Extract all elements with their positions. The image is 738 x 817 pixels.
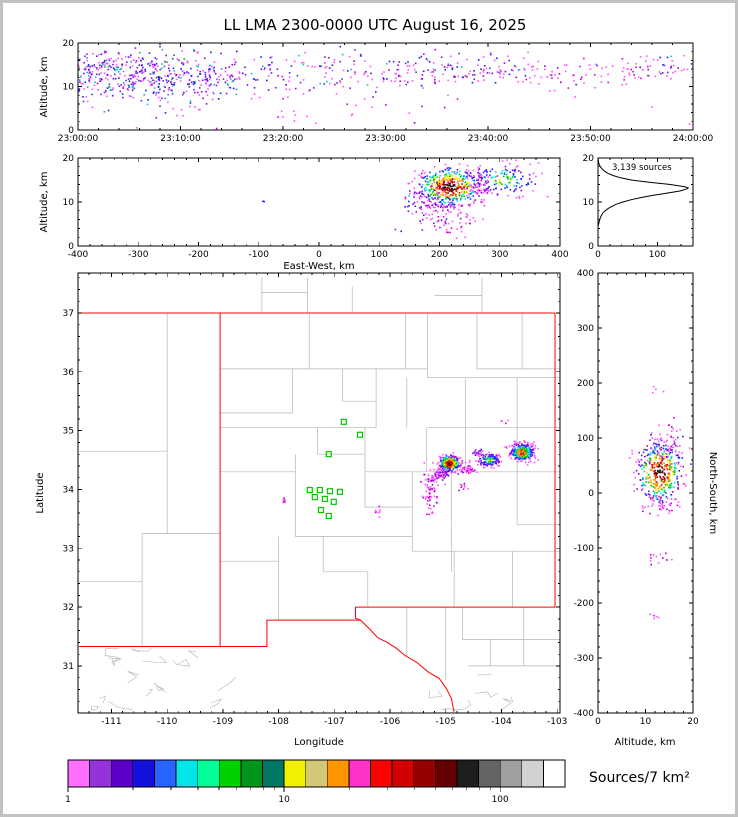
svg-text:33: 33 bbox=[63, 544, 74, 554]
svg-text:-300: -300 bbox=[128, 250, 149, 260]
svg-text:200: 200 bbox=[577, 379, 594, 389]
svg-text:400: 400 bbox=[551, 250, 568, 260]
plan-view-map-panel: -111 -110 -109 -108 -107 -106 -105 -104 -103 31 32… bbox=[63, 272, 567, 727]
svg-text:10: 10 bbox=[583, 198, 595, 208]
svg-text:0: 0 bbox=[316, 250, 322, 260]
svg-text:100: 100 bbox=[371, 250, 388, 260]
svg-text:37: 37 bbox=[63, 309, 74, 319]
svg-text:23:50:00: 23:50:00 bbox=[570, 134, 611, 144]
svg-text:20: 20 bbox=[687, 717, 699, 727]
svg-text:-103: -103 bbox=[547, 717, 567, 727]
time-altitude-panel: 23:00:00 23:10:00 23:20:00 23:30:00 23:40:00… bbox=[58, 39, 714, 144]
altitude-histogram-panel: 0 100 0 10 20 bbox=[583, 154, 694, 260]
svg-text:10: 10 bbox=[278, 795, 290, 805]
svg-text:-110: -110 bbox=[157, 717, 178, 727]
eastwest-altitude-panel: -400 -300 -200 -100 0 100 200 300 400 0 10 20 bbox=[63, 154, 569, 260]
svg-text:23:30:00: 23:30:00 bbox=[365, 134, 406, 144]
svg-text:0: 0 bbox=[68, 242, 74, 252]
svg-text:-105: -105 bbox=[436, 717, 456, 727]
svg-text:-100: -100 bbox=[249, 250, 270, 260]
svg-text:0: 0 bbox=[588, 242, 594, 252]
svg-text:23:10:00: 23:10:00 bbox=[160, 134, 201, 144]
svg-text:-109: -109 bbox=[213, 717, 234, 727]
ns-panel-ylabel-right: North-South, km bbox=[707, 452, 718, 535]
svg-text:-200: -200 bbox=[574, 599, 595, 609]
ns-panel-xlabel: Altitude, km bbox=[615, 737, 676, 748]
svg-text:-108: -108 bbox=[268, 717, 289, 727]
svg-text:100: 100 bbox=[492, 795, 509, 805]
svg-text:31: 31 bbox=[63, 662, 74, 672]
svg-text:300: 300 bbox=[491, 250, 508, 260]
svg-text:-107: -107 bbox=[324, 717, 344, 727]
svg-text:-200: -200 bbox=[188, 250, 209, 260]
map-ylabel: Latitude bbox=[35, 472, 46, 513]
svg-text:23:40:00: 23:40:00 bbox=[468, 134, 509, 144]
svg-text:0: 0 bbox=[595, 250, 601, 260]
colorbar: 1 10 100 bbox=[65, 759, 566, 805]
ew-panel-xlabel: East-West, km bbox=[283, 261, 354, 272]
svg-text:-104: -104 bbox=[491, 717, 512, 727]
svg-text:23:00:00: 23:00:00 bbox=[58, 134, 99, 144]
svg-text:32: 32 bbox=[63, 603, 74, 613]
figure-title: LL LMA 2300-0000 UTC August 16, 2025 bbox=[224, 16, 527, 34]
svg-text:-400: -400 bbox=[574, 709, 595, 719]
lma-figure: LL LMA 2300-0000 UTC August 16, 2025 Alt… bbox=[35, 16, 718, 805]
svg-text:0: 0 bbox=[588, 489, 594, 499]
northsouth-altitude-panel: 0 10 20 400 300 200 100 0 -100 -200 -300 -400 bbox=[574, 269, 699, 727]
svg-text:0: 0 bbox=[68, 126, 74, 136]
map-xlabel: Longitude bbox=[294, 737, 344, 748]
svg-text:10: 10 bbox=[63, 83, 75, 93]
source-count-annotation: 3,139 sources bbox=[612, 163, 672, 173]
svg-text:-100: -100 bbox=[574, 544, 595, 554]
svg-text:23:20:00: 23:20:00 bbox=[263, 134, 304, 144]
ew-panel-ylabel: Altitude, km bbox=[39, 172, 50, 233]
svg-text:10: 10 bbox=[63, 198, 75, 208]
time-panel-ylabel: Altitude, km bbox=[39, 57, 50, 118]
svg-text:300: 300 bbox=[577, 324, 594, 334]
svg-text:-400: -400 bbox=[68, 250, 89, 260]
svg-text:100: 100 bbox=[649, 250, 666, 260]
svg-text:24:00:00: 24:00:00 bbox=[673, 134, 714, 144]
svg-text:20: 20 bbox=[583, 154, 595, 164]
svg-text:10: 10 bbox=[640, 717, 652, 727]
svg-text:20: 20 bbox=[63, 154, 75, 164]
svg-text:-111: -111 bbox=[101, 717, 121, 727]
svg-text:0: 0 bbox=[595, 717, 601, 727]
svg-text:34: 34 bbox=[63, 485, 75, 495]
svg-text:-106: -106 bbox=[380, 717, 401, 727]
svg-text:400: 400 bbox=[577, 269, 594, 279]
svg-text:200: 200 bbox=[431, 250, 448, 260]
svg-text:-300: -300 bbox=[574, 654, 595, 664]
colorbar-label: Sources/7 km² bbox=[589, 770, 690, 786]
svg-text:35: 35 bbox=[63, 427, 74, 437]
svg-text:20: 20 bbox=[63, 39, 75, 49]
svg-text:36: 36 bbox=[63, 368, 75, 378]
svg-text:1: 1 bbox=[65, 795, 71, 805]
svg-text:100: 100 bbox=[577, 434, 594, 444]
